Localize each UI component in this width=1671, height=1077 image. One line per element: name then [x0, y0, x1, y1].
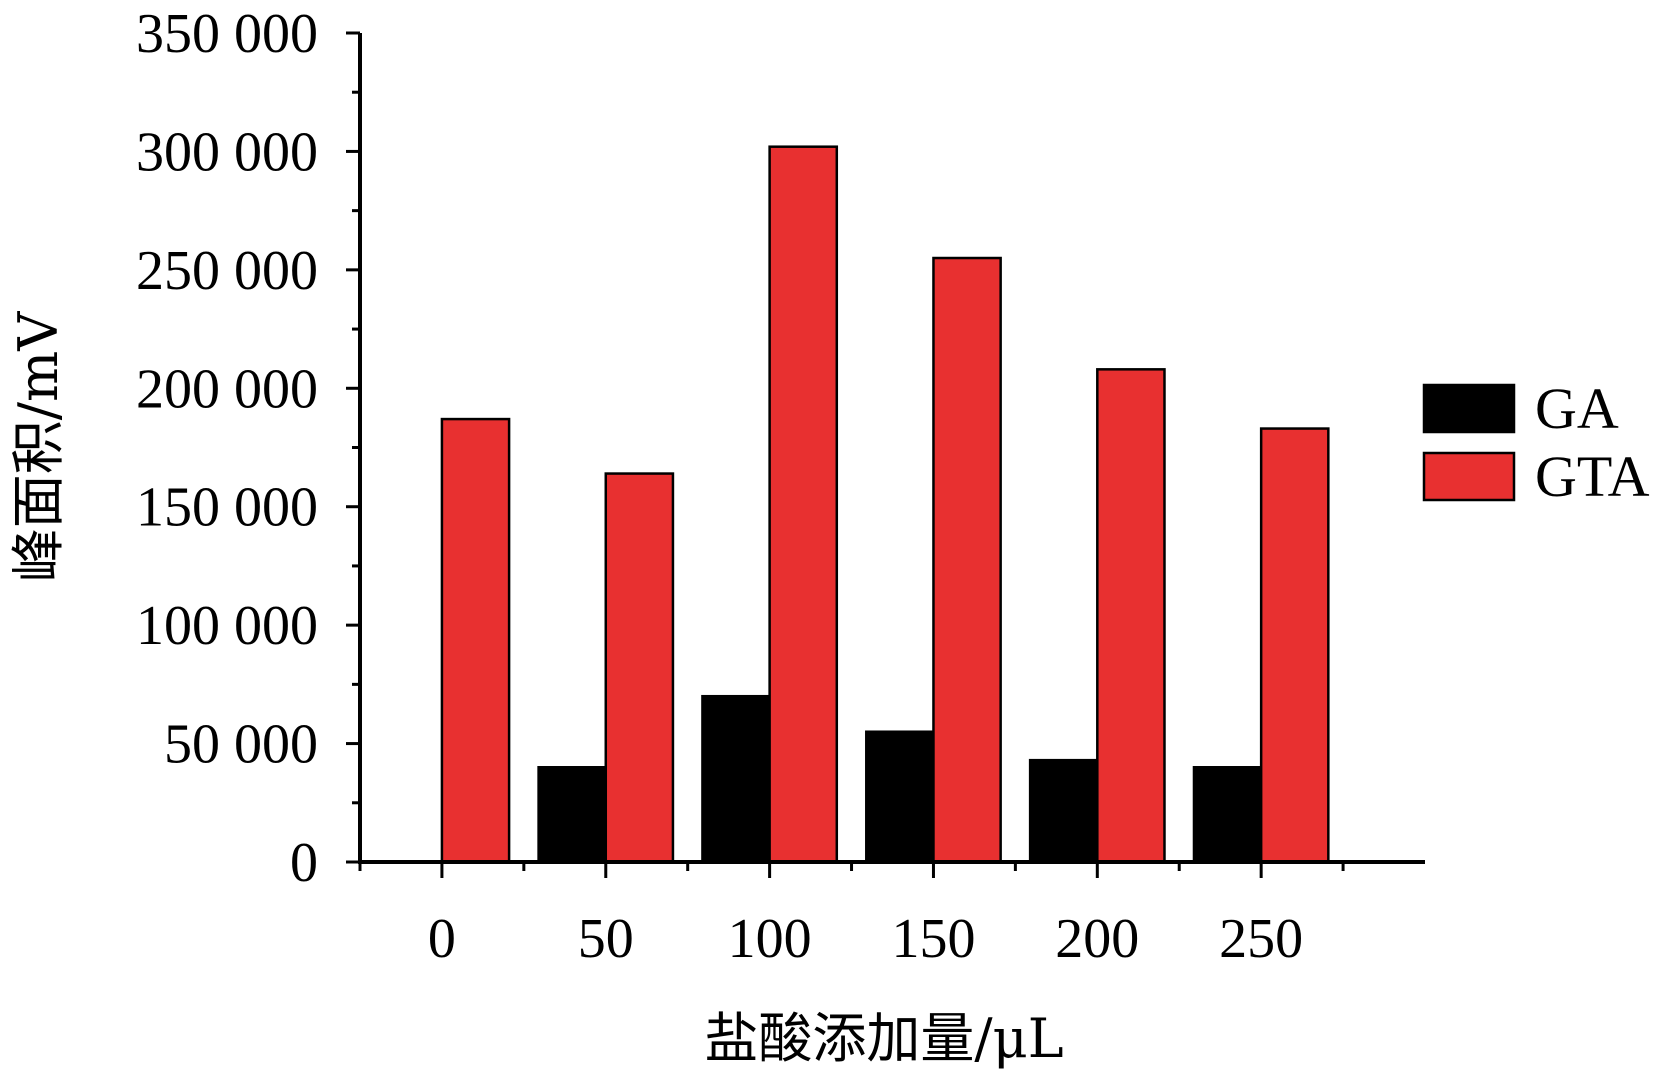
x-tick-label: 150: [891, 908, 975, 970]
x-tick-label: 250: [1219, 908, 1303, 970]
bar-gta-100: [768, 145, 839, 864]
x-tick-label: 0: [428, 908, 456, 970]
legend-label-ga: GA: [1535, 376, 1619, 441]
y-tick-label: 0: [290, 832, 318, 894]
bar-gta-250: [1259, 427, 1330, 864]
bar-ga-100: [701, 694, 771, 864]
bar-ga-150: [865, 730, 935, 864]
y-tick-label: 350 000: [136, 3, 318, 65]
bar-gta-0: [440, 417, 511, 864]
y-tick-label: 200 000: [136, 358, 318, 420]
bar-gta-200: [1096, 368, 1166, 864]
y-tick-label: 250 000: [136, 240, 318, 302]
bar-ga-200: [1028, 758, 1099, 864]
x-tick-label: 200: [1055, 908, 1139, 970]
legend-swatch-ga: [1422, 383, 1516, 434]
y-tick-label: 100 000: [136, 595, 318, 657]
x-tick-label: 50: [578, 908, 634, 970]
x-ticks-layer: 0 50 100 150 200 250: [358, 862, 1345, 970]
y-tick-label: 300 000: [136, 121, 318, 183]
bars-layer: [440, 145, 1330, 864]
legend-label-gta: GTA: [1535, 444, 1650, 509]
x-tick-label: 100: [728, 908, 812, 970]
y-tick-label: 150 000: [136, 477, 318, 539]
bar-ga-50: [537, 766, 608, 864]
y-tick-label: 50 000: [164, 714, 318, 776]
y-ticks-layer: 0 50 000 100 000 150 000 200 000 250 000 300 0…: [136, 3, 360, 894]
x-axis-title: 盐酸添加量/μL: [704, 1007, 1063, 1070]
y-axis-title: 峰面积/mV: [7, 311, 70, 582]
bar-gta-50: [604, 472, 675, 864]
legend-swatch-gta: [1422, 451, 1516, 502]
bar-ga-250: [1192, 766, 1263, 864]
bar-gta-150: [932, 256, 1002, 864]
